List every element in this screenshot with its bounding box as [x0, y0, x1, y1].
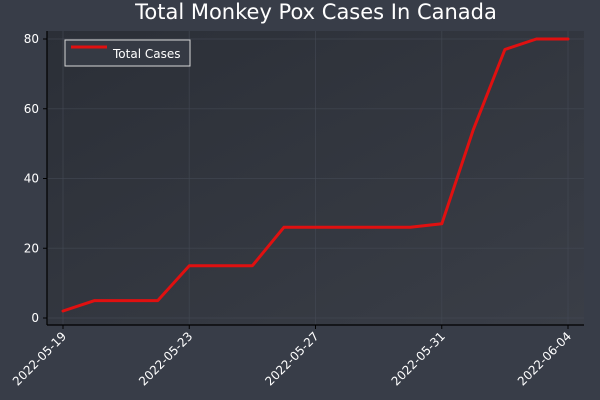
y-tick-label: 40: [24, 172, 39, 186]
grid: [47, 31, 584, 325]
legend-label: Total Cases: [112, 47, 180, 61]
y-tick-label: 20: [24, 241, 39, 255]
y-tick-label: 0: [31, 311, 39, 325]
chart-title: Total Monkey Pox Cases In Canada: [134, 0, 497, 24]
legend: Total Cases: [64, 39, 191, 67]
series-layer: [61, 37, 570, 313]
y-tick-label: 80: [24, 32, 39, 46]
y-tick-label: 60: [24, 102, 39, 116]
series-line: [61, 37, 570, 313]
legend-box: [64, 39, 191, 67]
